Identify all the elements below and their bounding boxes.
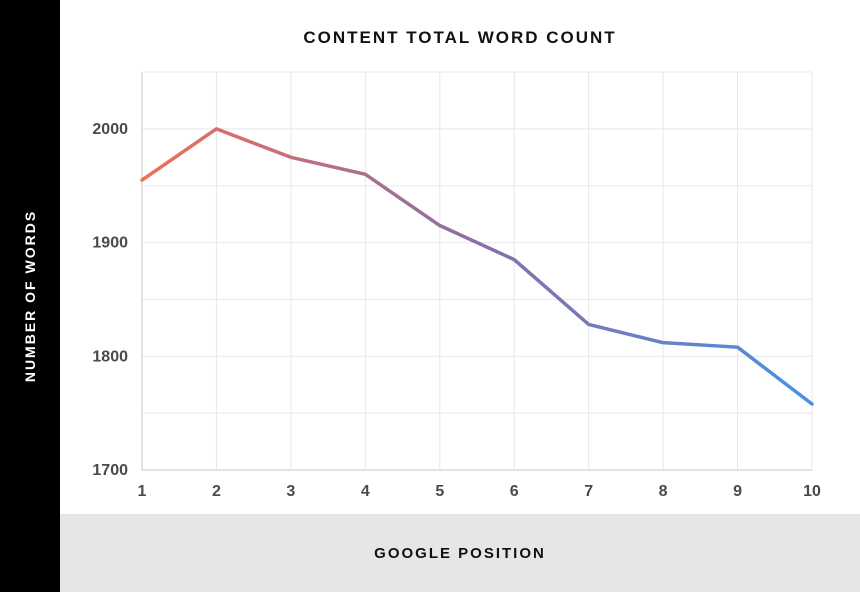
svg-text:2000: 2000 — [92, 121, 128, 138]
svg-text:8: 8 — [659, 483, 668, 500]
svg-text:1900: 1900 — [92, 235, 128, 252]
line-chart-svg: 1700 1800 1900 2000 1 2 3 4 5 6 7 8 9 10 — [70, 62, 830, 514]
chart-title: CONTENT TOTAL WORD COUNT — [60, 0, 860, 62]
y-axis-label: NUMBER OF WORDS — [22, 210, 38, 382]
svg-text:1800: 1800 — [92, 348, 128, 365]
svg-text:9: 9 — [733, 483, 742, 500]
x-axis-band: GOOGLE POSITION — [60, 514, 860, 592]
svg-text:2: 2 — [212, 483, 221, 500]
chart-plot-area: 1700 1800 1900 2000 1 2 3 4 5 6 7 8 9 10 — [60, 62, 860, 514]
svg-text:6: 6 — [510, 483, 519, 500]
chart-main: CONTENT TOTAL WORD COUNT 1700 1800 1900 200… — [60, 0, 860, 592]
svg-text:3: 3 — [286, 483, 295, 500]
svg-text:1: 1 — [138, 483, 147, 500]
svg-text:4: 4 — [361, 483, 370, 500]
svg-text:5: 5 — [435, 483, 444, 500]
x-axis-label: GOOGLE POSITION — [374, 545, 546, 562]
svg-text:1700: 1700 — [92, 462, 128, 479]
svg-text:10: 10 — [803, 483, 821, 500]
svg-text:7: 7 — [584, 483, 593, 500]
y-axis-rail: NUMBER OF WORDS — [0, 0, 60, 592]
